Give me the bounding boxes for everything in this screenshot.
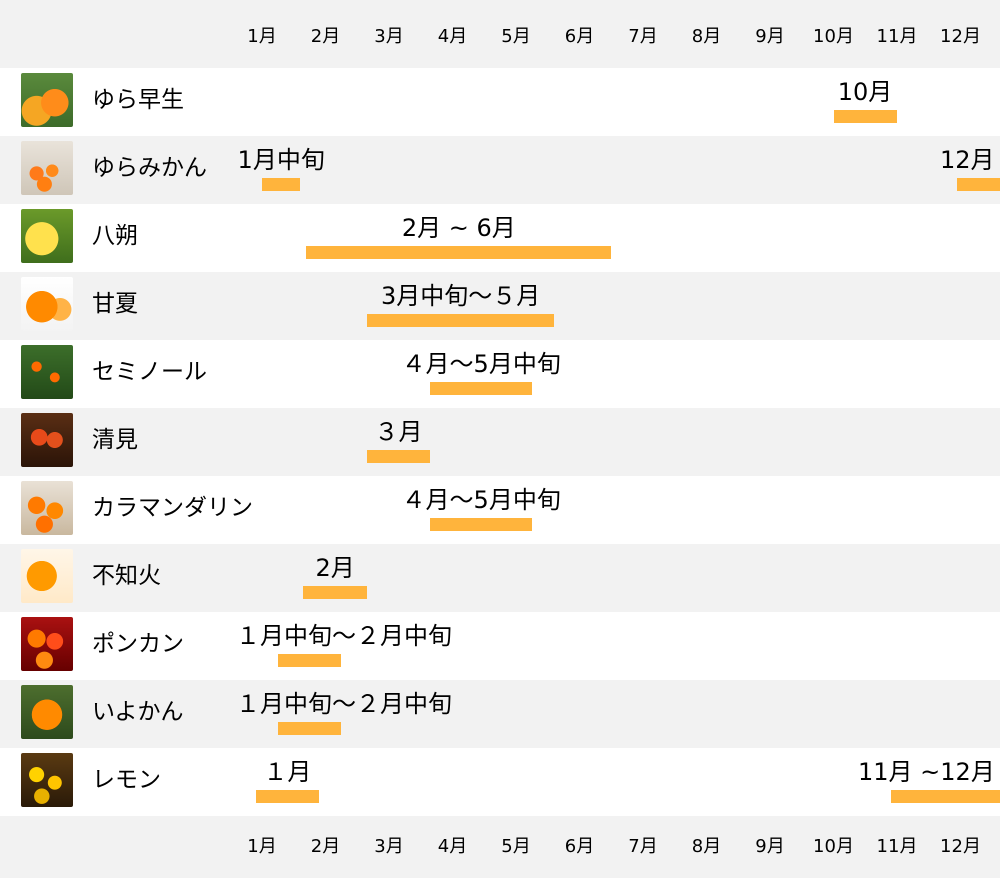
season-label: 2月 ~ 6月 <box>401 214 516 242</box>
variety-row: セミノール ４月〜5月中旬 <box>0 340 1000 408</box>
season-label: 12月 <box>940 146 995 174</box>
orange-tree-icon <box>21 345 73 399</box>
season-label: 3月中旬〜５月 <box>380 282 541 310</box>
month-axis-top: 1月 2月 3月 4月 5月 6月 7月 8月 9月 10月 11月 12月 <box>0 0 1000 60</box>
season-bar <box>277 722 342 735</box>
month-label-top-4: 4月 <box>437 26 468 47</box>
season-label: １月中旬〜２月中旬 <box>236 690 452 718</box>
month-label-bottom-10: 10月 <box>813 836 854 857</box>
variety-row: レモン １月 11月 ~12月 <box>0 748 1000 816</box>
month-label-bottom-9: 9月 <box>755 836 785 857</box>
month-label-top-9: 9月 <box>755 26 785 47</box>
orange-halves-icon <box>21 73 73 127</box>
season-label: 10月 <box>837 78 893 106</box>
season-bar <box>366 450 431 463</box>
season-label: １月中旬〜２月中旬 <box>236 622 452 650</box>
variety-name: ゆらみかん <box>92 155 207 181</box>
season-bar <box>957 178 1000 191</box>
month-label-bottom-5: 5月 <box>501 836 531 857</box>
boxed-mandarins-icon <box>21 141 73 195</box>
season-bar <box>277 654 342 667</box>
month-label-top-6: 6月 <box>564 26 595 47</box>
variety-row: ゆら早生 10月 <box>0 68 1000 136</box>
month-label-top-11: 11月 <box>876 26 918 47</box>
orange-cut-icon <box>21 277 73 331</box>
dekopon-icon <box>21 549 73 603</box>
season-bar <box>430 518 532 531</box>
lemons-icon <box>21 753 73 807</box>
season-label: 2月 <box>315 554 355 582</box>
variety-row: カラマンダリン ４月〜5月中旬 <box>0 476 1000 544</box>
iyokan-icon <box>21 685 73 739</box>
season-bar <box>306 246 612 259</box>
variety-name: ゆら早生 <box>92 87 184 113</box>
variety-row: ポンカン １月中旬〜２月中旬 <box>0 612 1000 680</box>
season-label: ４月〜5月中旬 <box>401 350 561 378</box>
season-label: ４月〜5月中旬 <box>401 486 561 514</box>
variety-name: 甘夏 <box>92 291 138 317</box>
variety-name: カラマンダリン <box>92 495 253 521</box>
month-label-top-2: 2月 <box>310 26 341 47</box>
season-bar <box>366 314 555 327</box>
season-label: ３月 <box>374 418 423 446</box>
month-label-bottom-12: 12月 <box>940 836 981 857</box>
mandarin-pile-icon <box>21 481 73 535</box>
variety-row: 不知火 2月 <box>0 544 1000 612</box>
month-label-bottom-4: 4月 <box>437 836 468 857</box>
season-label: 11月 ~12月 <box>858 758 995 786</box>
month-label-top-7: 7月 <box>628 26 658 47</box>
month-label-top-10: 10月 <box>813 26 854 47</box>
ponkan-pile-icon <box>21 617 73 671</box>
season-bar <box>890 790 1000 803</box>
month-label-bottom-1: 1月 <box>247 836 277 857</box>
season-bar <box>833 110 897 123</box>
season-bar <box>303 586 367 599</box>
variety-name: 不知火 <box>92 563 161 589</box>
variety-row: 清見 ３月 <box>0 408 1000 476</box>
red-oranges-basket-icon <box>21 413 73 467</box>
month-label-top-3: 3月 <box>374 26 404 47</box>
season-bar <box>430 382 532 395</box>
month-label-bottom-8: 8月 <box>691 836 722 857</box>
season-label: １月 <box>263 758 312 786</box>
month-label-bottom-11: 11月 <box>876 836 918 857</box>
month-label-top-8: 8月 <box>691 26 722 47</box>
variety-name: 清見 <box>92 427 138 453</box>
variety-row: ゆらみかん 1月中旬 12月 <box>0 136 1000 204</box>
month-label-top-12: 12月 <box>940 26 981 47</box>
variety-name: 八朔 <box>92 223 138 249</box>
month-label-bottom-7: 7月 <box>628 836 658 857</box>
variety-name: セミノール <box>92 359 207 385</box>
variety-row: 甘夏 3月中旬〜５月 <box>0 272 1000 340</box>
month-label-top-1: 1月 <box>247 26 277 47</box>
variety-row: いよかん １月中旬〜２月中旬 <box>0 680 1000 748</box>
variety-name: ポンカン <box>92 631 184 657</box>
month-label-bottom-2: 2月 <box>310 836 341 857</box>
month-label-top-5: 5月 <box>501 26 531 47</box>
month-label-bottom-3: 3月 <box>374 836 404 857</box>
season-label: 1月中旬 <box>237 146 325 174</box>
variety-name: いよかん <box>92 699 184 725</box>
yellow-citrus-icon <box>21 209 73 263</box>
season-bar <box>262 178 301 191</box>
month-axis-bottom: 1月 2月 3月 4月 5月 6月 7月 8月 9月 10月 11月 12月 <box>0 812 1000 872</box>
month-label-bottom-6: 6月 <box>564 836 595 857</box>
variety-row: 八朔 2月 ~ 6月 <box>0 204 1000 272</box>
variety-name: レモン <box>92 767 161 793</box>
season-bar <box>255 790 320 803</box>
